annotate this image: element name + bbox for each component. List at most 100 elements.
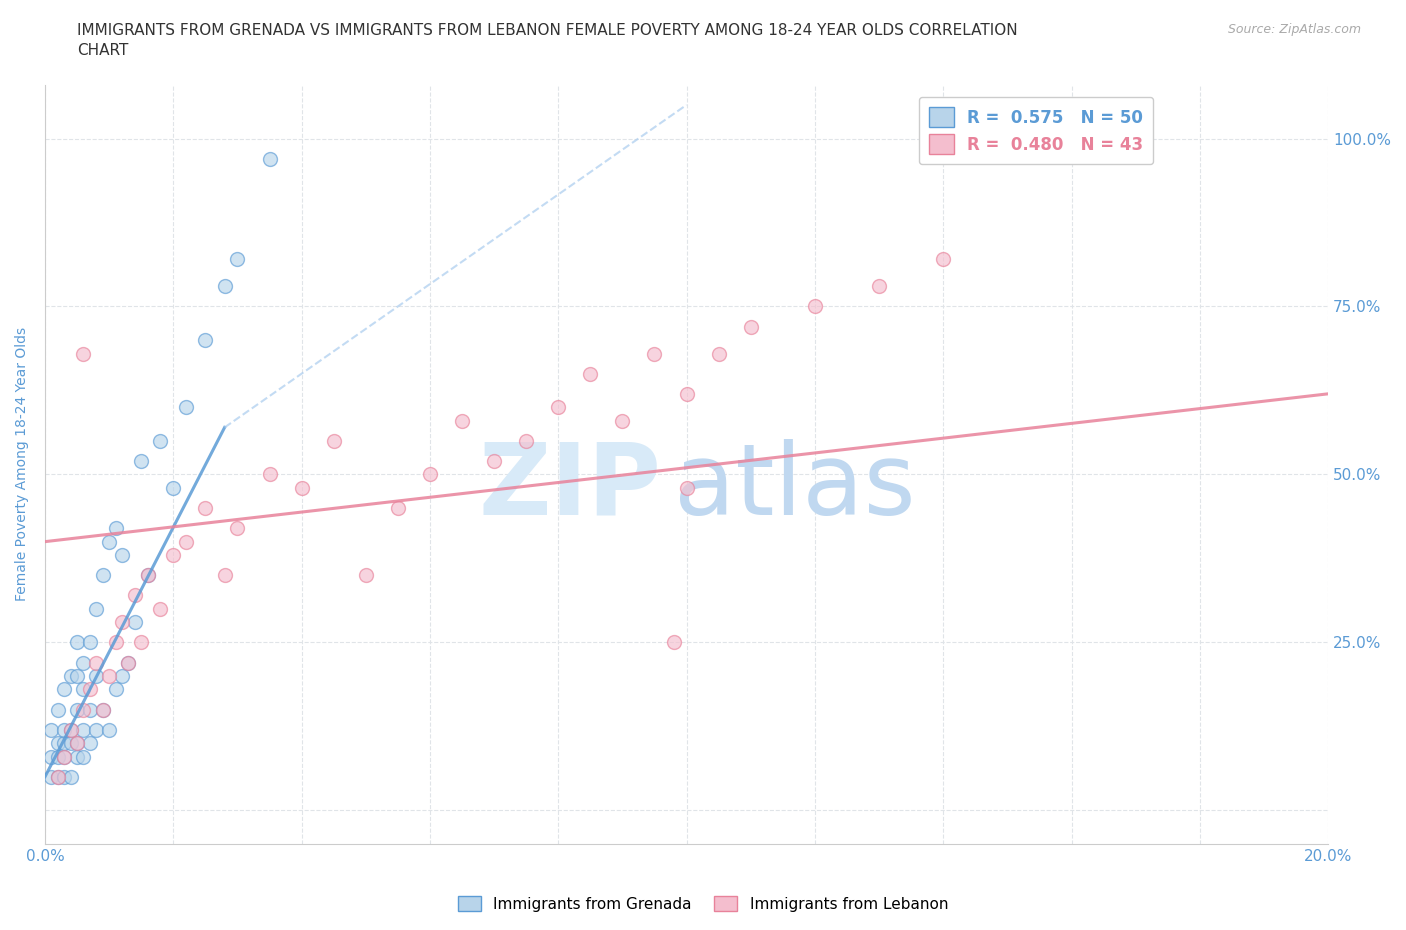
Point — [579, 366, 602, 381]
Point — [98, 723, 121, 737]
Point — [79, 635, 101, 650]
Point — [84, 602, 107, 617]
Point — [91, 568, 114, 583]
Point — [451, 413, 474, 428]
Point — [84, 655, 107, 670]
Point — [868, 279, 890, 294]
Point — [46, 769, 69, 784]
Point — [194, 333, 217, 348]
Point — [91, 702, 114, 717]
Point — [46, 769, 69, 784]
Point — [59, 736, 82, 751]
Point — [104, 521, 127, 536]
Text: atlas: atlas — [673, 439, 915, 536]
Point — [59, 723, 82, 737]
Point — [41, 769, 63, 784]
Point — [129, 635, 152, 650]
Point — [662, 635, 685, 650]
Point — [482, 454, 505, 469]
Point — [66, 702, 89, 717]
Point — [174, 400, 197, 415]
Point — [53, 750, 76, 764]
Point — [259, 467, 281, 482]
Point — [259, 152, 281, 166]
Point — [136, 568, 159, 583]
Y-axis label: Female Poverty Among 18-24 Year Olds: Female Poverty Among 18-24 Year Olds — [15, 327, 30, 602]
Point — [41, 750, 63, 764]
Point — [53, 723, 76, 737]
Point — [72, 346, 94, 361]
Point — [149, 433, 172, 448]
Point — [162, 548, 184, 563]
Point — [104, 682, 127, 697]
Point — [41, 723, 63, 737]
Point — [53, 682, 76, 697]
Point — [643, 346, 665, 361]
Point — [612, 413, 634, 428]
Point — [932, 252, 955, 267]
Legend: Immigrants from Grenada, Immigrants from Lebanon: Immigrants from Grenada, Immigrants from… — [451, 889, 955, 918]
Point — [84, 723, 107, 737]
Point — [387, 500, 409, 515]
Point — [79, 736, 101, 751]
Point — [98, 534, 121, 549]
Point — [124, 615, 146, 630]
Point — [214, 279, 236, 294]
Point — [322, 433, 344, 448]
Legend: R =  0.575   N = 50, R =  0.480   N = 43: R = 0.575 N = 50, R = 0.480 N = 43 — [918, 97, 1153, 165]
Point — [53, 750, 76, 764]
Point — [804, 299, 827, 314]
Point — [740, 319, 762, 334]
Point — [111, 548, 134, 563]
Point — [66, 750, 89, 764]
Point — [46, 750, 69, 764]
Point — [59, 669, 82, 684]
Text: Source: ZipAtlas.com: Source: ZipAtlas.com — [1227, 23, 1361, 36]
Point — [72, 723, 94, 737]
Text: IMMIGRANTS FROM GRENADA VS IMMIGRANTS FROM LEBANON FEMALE POVERTY AMONG 18-24 YE: IMMIGRANTS FROM GRENADA VS IMMIGRANTS FR… — [77, 23, 1018, 58]
Point — [675, 481, 697, 496]
Point — [707, 346, 730, 361]
Point — [72, 750, 94, 764]
Point — [79, 702, 101, 717]
Point — [291, 481, 314, 496]
Point — [66, 635, 89, 650]
Point — [66, 736, 89, 751]
Point — [419, 467, 441, 482]
Point — [111, 615, 134, 630]
Point — [149, 602, 172, 617]
Point — [124, 588, 146, 603]
Point — [72, 702, 94, 717]
Point — [46, 702, 69, 717]
Point — [136, 568, 159, 583]
Point — [117, 655, 139, 670]
Point — [59, 723, 82, 737]
Point — [547, 400, 569, 415]
Point — [53, 736, 76, 751]
Point — [111, 669, 134, 684]
Point — [129, 454, 152, 469]
Point — [72, 682, 94, 697]
Point — [46, 736, 69, 751]
Point — [226, 521, 249, 536]
Point — [194, 500, 217, 515]
Point — [91, 702, 114, 717]
Point — [214, 568, 236, 583]
Point — [675, 386, 697, 401]
Point — [79, 682, 101, 697]
Point — [66, 669, 89, 684]
Point — [66, 736, 89, 751]
Text: ZIP: ZIP — [478, 439, 661, 536]
Point — [226, 252, 249, 267]
Point — [354, 568, 377, 583]
Point — [515, 433, 537, 448]
Point — [59, 769, 82, 784]
Point — [104, 635, 127, 650]
Point — [117, 655, 139, 670]
Point — [98, 669, 121, 684]
Point — [53, 769, 76, 784]
Point — [174, 534, 197, 549]
Point — [84, 669, 107, 684]
Point — [162, 481, 184, 496]
Point — [72, 655, 94, 670]
